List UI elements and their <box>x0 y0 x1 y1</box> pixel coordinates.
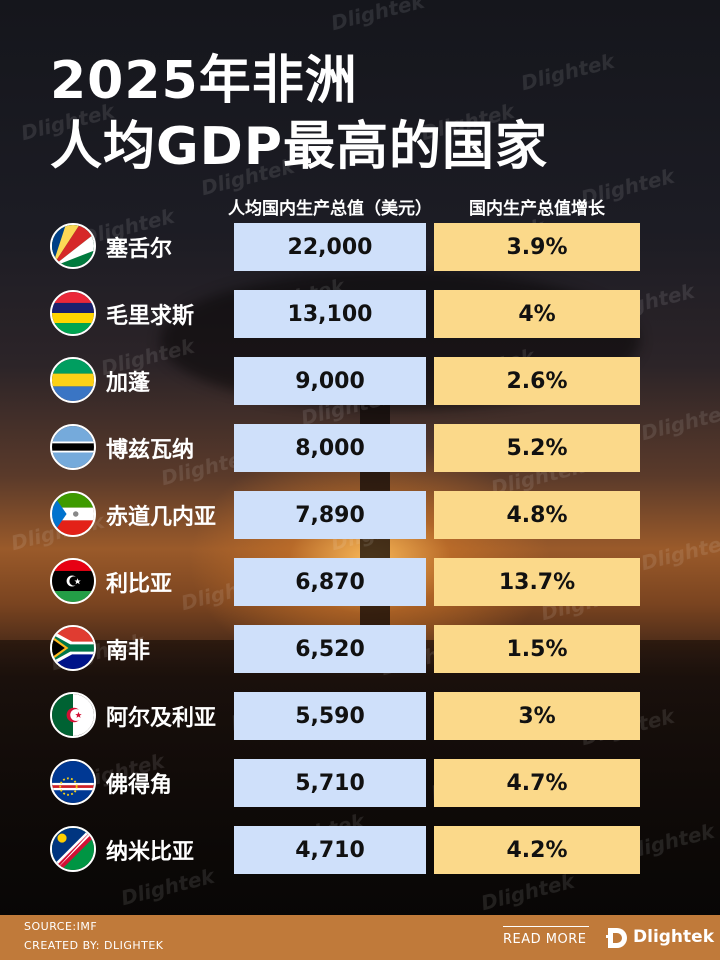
gdp-value: 9,000 <box>234 357 426 405</box>
table-row: 毛里求斯 13,100 4% <box>0 290 720 338</box>
table-row: 佛得角 5,710 4.7% <box>0 759 720 807</box>
algeria-flag-icon <box>50 692 96 738</box>
created-by-label: CREATED BY: DLIGHTEK <box>24 939 164 952</box>
country-name: 利比亚 <box>106 572 173 597</box>
gdp-value: 5,710 <box>234 759 426 807</box>
table-row: 博兹瓦纳 8,000 5.2% <box>0 424 720 472</box>
table-row: 南非 6,520 1.5% <box>0 625 720 673</box>
gdp-column-header: 人均国内生产总值（美元） <box>228 199 432 219</box>
seychelles-flag-icon <box>50 223 96 269</box>
country-name: 阿尔及利亚 <box>106 706 217 731</box>
read-more-underline <box>503 926 589 927</box>
table-row: 塞舌尔 22,000 3.9% <box>0 223 720 271</box>
table-row: 纳米比亚 4,710 4.2% <box>0 826 720 874</box>
country-name: 博兹瓦纳 <box>106 438 195 463</box>
botswana-flag-icon <box>50 424 96 470</box>
page-title: 2025年非洲 人均GDP最高的国家 <box>50 48 548 180</box>
country-name: 毛里求斯 <box>106 304 195 329</box>
gdp-value: 6,520 <box>234 625 426 673</box>
growth-value: 3% <box>434 692 640 740</box>
growth-value: 3.9% <box>434 223 640 271</box>
country-name: 纳米比亚 <box>106 840 195 865</box>
growth-value: 4.8% <box>434 491 640 539</box>
source-label: SOURCE:IMF <box>24 920 98 933</box>
footer-bar: SOURCE:IMF CREATED BY: DLIGHTEK READ MOR… <box>0 915 720 960</box>
title-line-2: 人均GDP最高的国家 <box>50 117 548 177</box>
gdp-value: 6,870 <box>234 558 426 606</box>
south-africa-flag-icon <box>50 625 96 671</box>
country-name: 南非 <box>106 639 151 664</box>
country-name: 赤道几内亚 <box>106 505 217 530</box>
growth-value: 4.2% <box>434 826 640 874</box>
growth-value: 4% <box>434 290 640 338</box>
cape-verde-flag-icon <box>50 759 96 805</box>
mauritius-flag-icon <box>50 290 96 336</box>
growth-value: 2.6% <box>434 357 640 405</box>
table-row: 加蓬 9,000 2.6% <box>0 357 720 405</box>
libya-flag-icon <box>50 558 96 604</box>
table-row: 赤道几内亚 7,890 4.8% <box>0 491 720 539</box>
gdp-value: 22,000 <box>234 223 426 271</box>
growth-value: 13.7% <box>434 558 640 606</box>
growth-value: 5.2% <box>434 424 640 472</box>
gabon-flag-icon <box>50 357 96 403</box>
growth-column-header: 国内生产总值增长 <box>469 199 605 219</box>
brand-name: Dlightek <box>633 927 714 947</box>
country-name: 佛得角 <box>106 773 173 798</box>
gdp-value: 4,710 <box>234 826 426 874</box>
gdp-value: 8,000 <box>234 424 426 472</box>
gdp-value: 5,590 <box>234 692 426 740</box>
table-row: 利比亚 6,870 13.7% <box>0 558 720 606</box>
growth-value: 1.5% <box>434 625 640 673</box>
equatorial-guinea-flag-icon <box>50 491 96 537</box>
country-name: 加蓬 <box>106 371 151 396</box>
table-row: 阿尔及利亚 5,590 3% <box>0 692 720 740</box>
gdp-value: 7,890 <box>234 491 426 539</box>
country-name: 塞舌尔 <box>106 237 173 262</box>
namibia-flag-icon <box>50 826 96 872</box>
gdp-value: 13,100 <box>234 290 426 338</box>
title-line-1: 2025年非洲 <box>50 51 358 111</box>
dlightek-logo-icon <box>604 925 630 951</box>
read-more-link[interactable]: READ MORE <box>503 932 587 947</box>
growth-value: 4.7% <box>434 759 640 807</box>
